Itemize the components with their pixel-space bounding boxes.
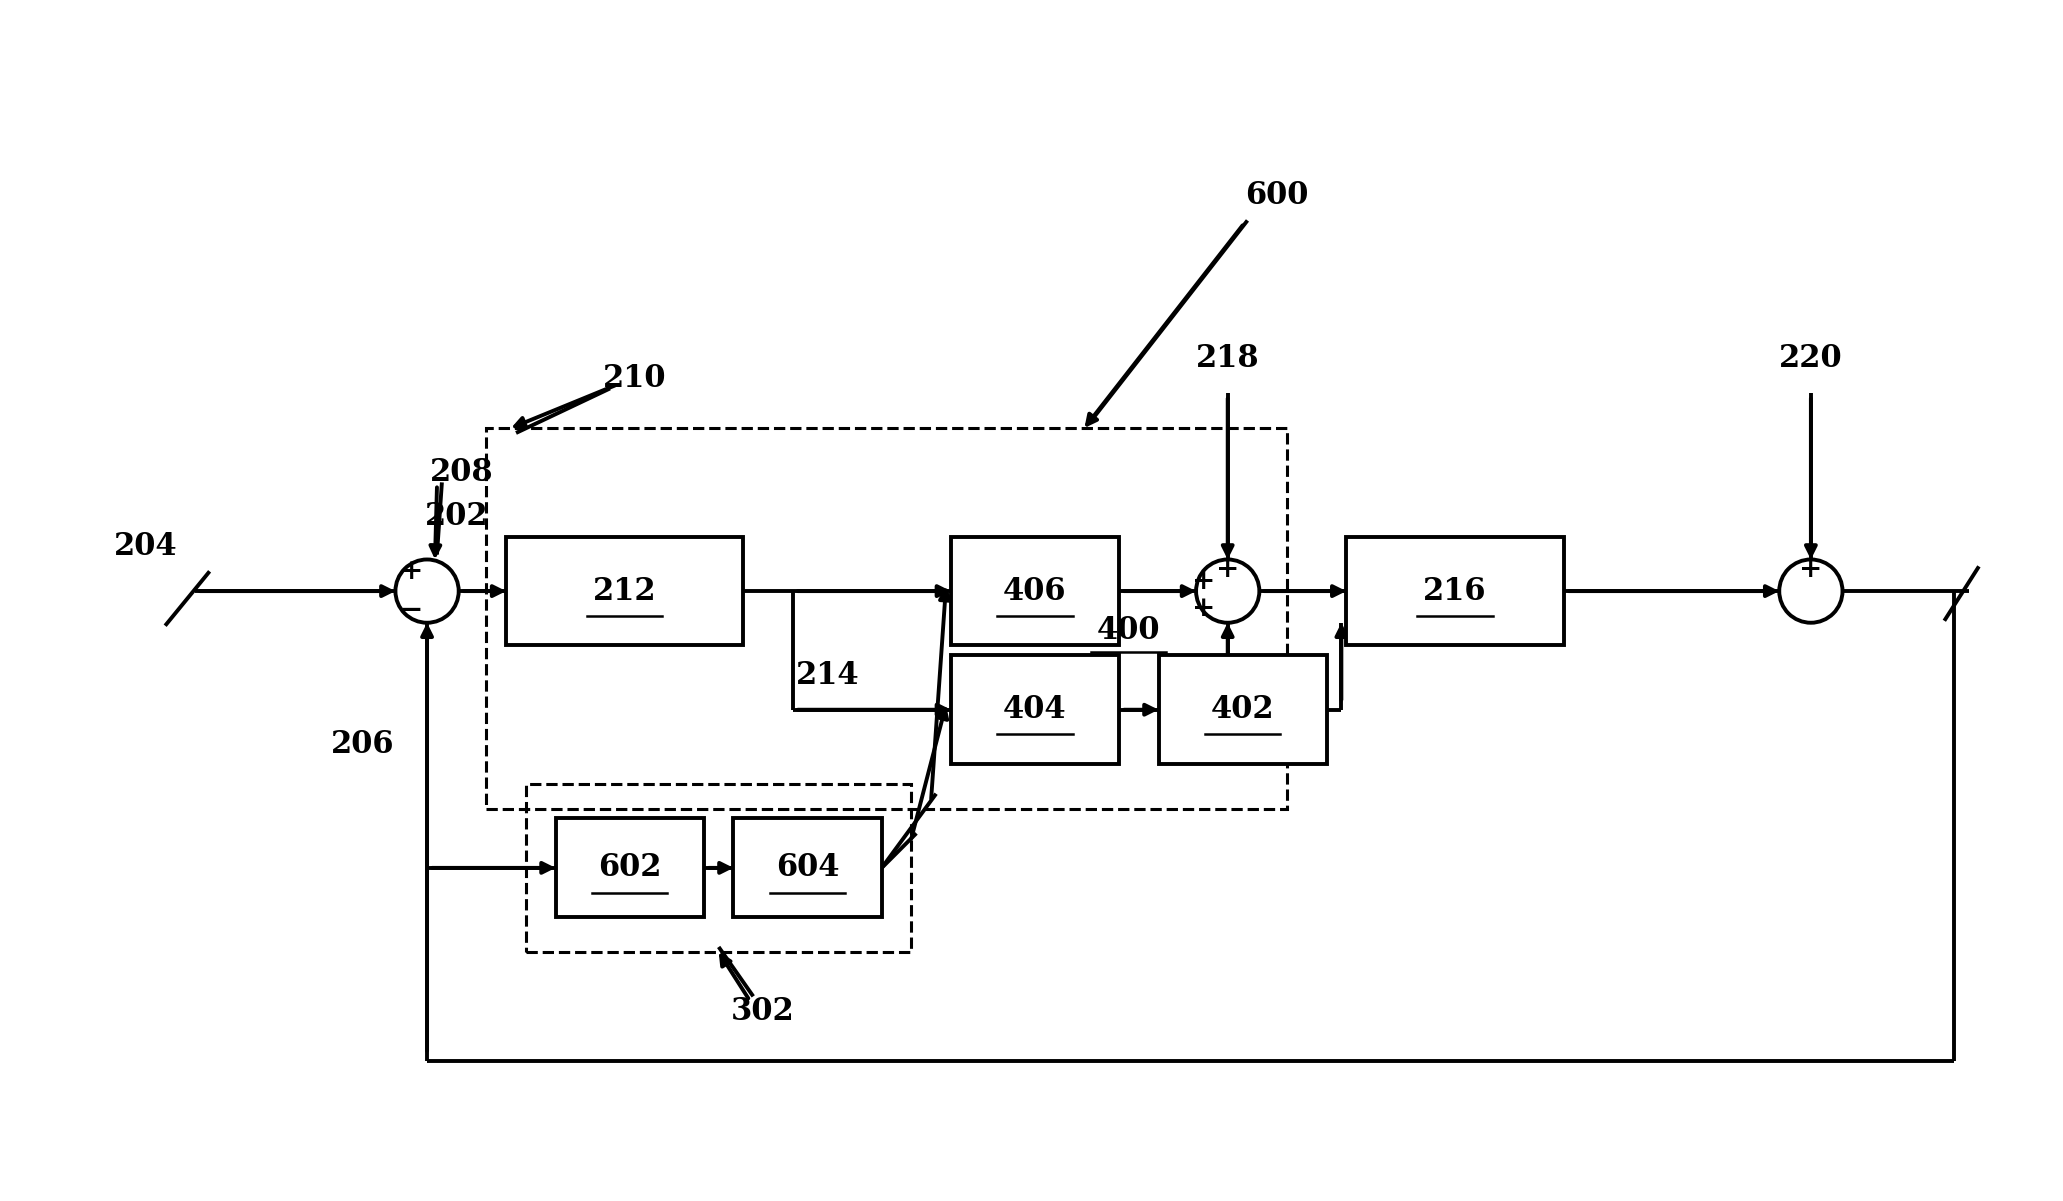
Text: 206: 206 [330,729,394,760]
Text: 400: 400 [1098,615,1161,646]
Text: −: − [400,597,423,625]
Text: 214: 214 [796,659,858,691]
Bar [505,537,743,645]
Bar [555,818,703,918]
Bar [734,818,881,918]
Text: 600: 600 [1246,180,1308,211]
Circle shape [1778,560,1842,623]
Circle shape [1197,560,1258,623]
Text: 216: 216 [1423,575,1487,607]
Bar [951,656,1118,764]
Bar [1347,537,1564,645]
Text: 402: 402 [1211,694,1275,725]
Text: 202: 202 [425,502,489,532]
Text: 404: 404 [1003,694,1067,725]
Bar [1159,656,1327,764]
Bar [526,784,912,952]
Text: 406: 406 [1003,575,1067,607]
Text: 212: 212 [592,575,656,607]
Circle shape [396,560,458,623]
Text: 602: 602 [598,853,662,884]
Text: 604: 604 [776,853,840,884]
Bar [487,428,1287,808]
Text: +: + [1799,556,1822,582]
Text: +: + [1192,568,1215,594]
Text: +: + [1215,556,1240,582]
Text: +: + [400,557,423,585]
Text: 210: 210 [602,363,666,394]
Text: 220: 220 [1778,343,1842,375]
Text: 302: 302 [730,996,794,1027]
Text: 204: 204 [113,531,177,562]
Text: +: + [1192,596,1215,622]
Text: 218: 218 [1197,343,1260,375]
Text: 208: 208 [429,458,493,488]
Bar [951,537,1118,645]
